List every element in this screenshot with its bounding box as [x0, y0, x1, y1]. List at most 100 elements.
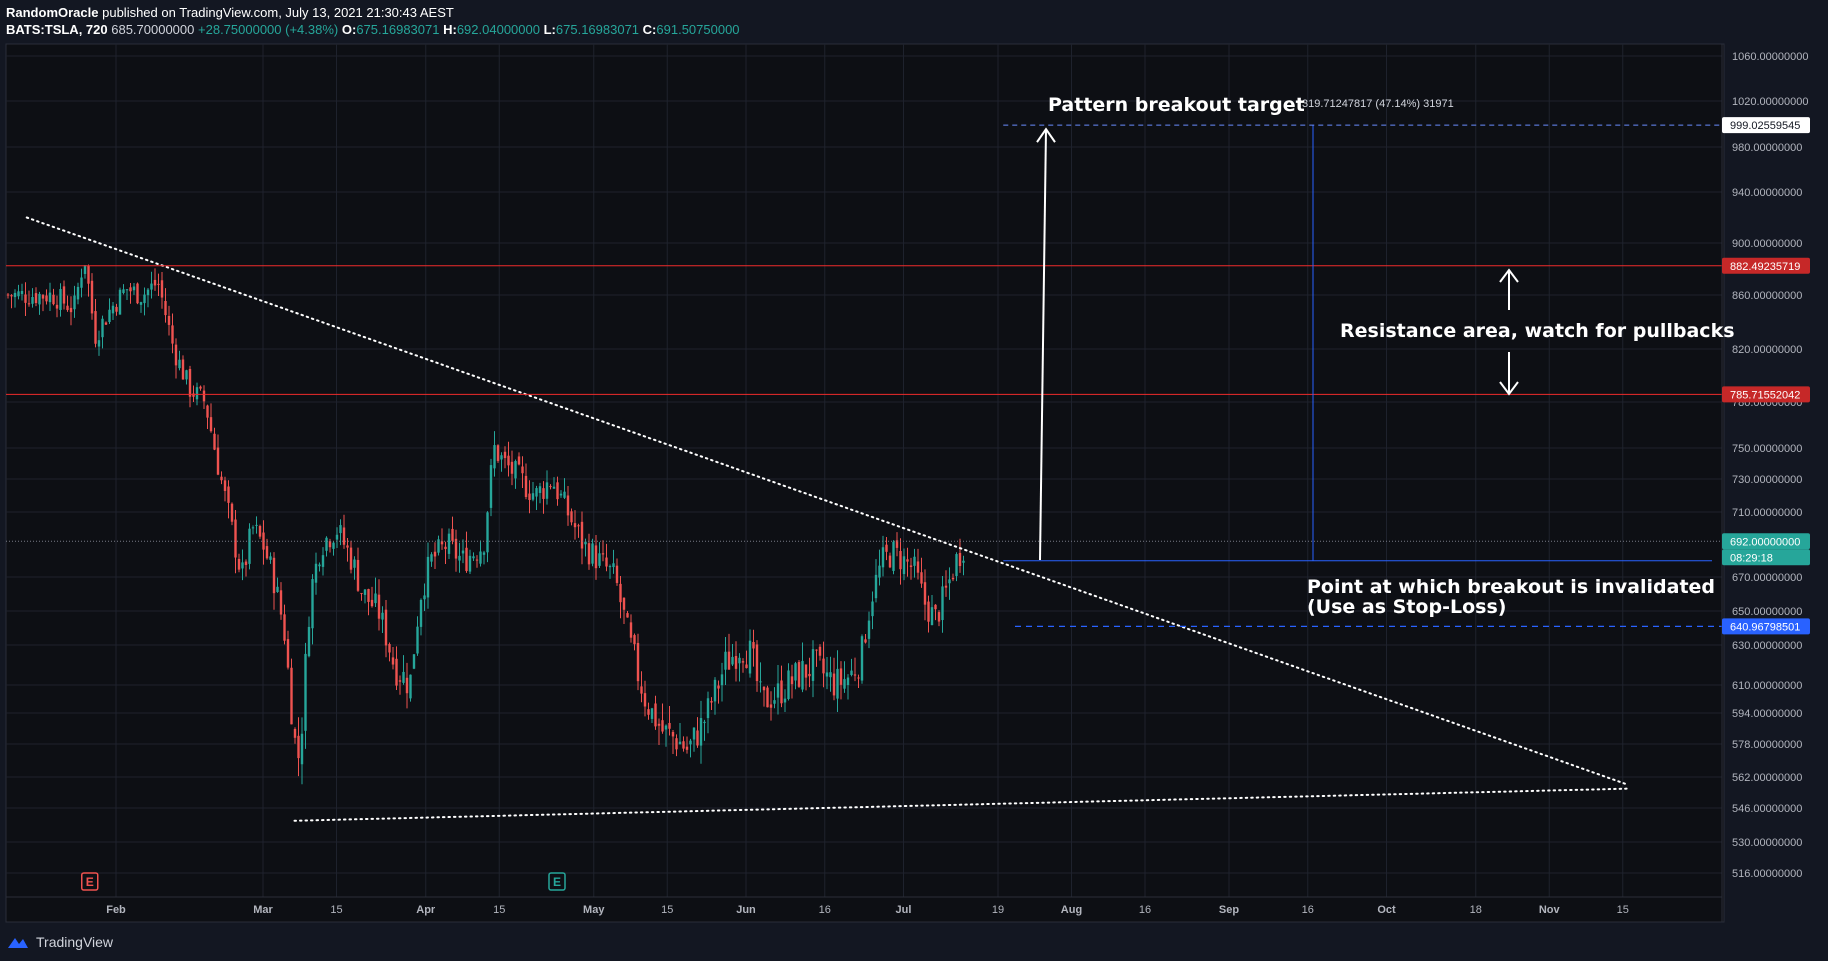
- candle-body: [255, 524, 258, 526]
- price-tick-label: 980.00000000: [1732, 142, 1802, 154]
- candle-body: [475, 559, 479, 561]
- time-tick-label: 16: [1302, 904, 1314, 916]
- candle-body: [202, 390, 206, 402]
- candle-body: [545, 482, 549, 499]
- candle-body: [797, 662, 801, 687]
- candle-body: [881, 547, 885, 568]
- earnings-marker-letter: E: [86, 875, 94, 889]
- symbol-interval[interactable]: BATS:TSLA, 720: [6, 22, 108, 37]
- candle-body: [566, 495, 570, 516]
- candle-body: [867, 620, 871, 639]
- candle-body: [472, 556, 475, 559]
- price-tick-label: 1060.00000000: [1732, 51, 1808, 63]
- time-tick-label: Oct: [1377, 904, 1396, 916]
- candle-body: [160, 280, 164, 298]
- measure-text: 319.71247817 (47.14%) 31971: [1302, 98, 1454, 110]
- time-axis[interactable]: Feb Mar 15 Apr 15 May 15 Jun 16 Jul 19 Aug 16 Sep 16 Oc…: [6, 896, 1722, 916]
- time-tick-label: Mar: [253, 904, 273, 916]
- candle-body: [521, 466, 524, 474]
- candle-body: [27, 303, 31, 305]
- candle-body: [199, 386, 202, 389]
- candle-body: [720, 674, 724, 686]
- price-axis[interactable]: 1060.00000000 1020.00000000 980.00000000 94…: [1721, 44, 1808, 922]
- candle-body: [167, 315, 171, 325]
- target-arrow-shaft[interactable]: [1039, 129, 1047, 561]
- candle-body: [647, 709, 650, 715]
- candle-body: [671, 731, 675, 737]
- author-name[interactable]: RandomOracle: [6, 5, 99, 20]
- candle-body: [699, 718, 703, 746]
- candle-body: [570, 511, 573, 523]
- candle-body: [251, 527, 255, 529]
- candle-body: [80, 277, 83, 288]
- candle-body: [209, 417, 213, 432]
- price-tick-label: 630.00000000: [1732, 640, 1802, 652]
- candle-body: [675, 738, 678, 750]
- candle-body: [773, 700, 776, 704]
- earnings-marker-icon[interactable]: E: [81, 872, 99, 891]
- price-chart[interactable]: 1060.00000000 1020.00000000 980.00000000 94…: [0, 0, 1828, 925]
- candle-body: [955, 554, 958, 577]
- candle-body: [818, 646, 822, 656]
- candle-body: [279, 590, 283, 615]
- candle-body: [916, 561, 920, 573]
- candle-body: [13, 292, 17, 298]
- candle-body: [643, 693, 647, 707]
- candle-body: [822, 658, 825, 674]
- price-label-target: 999.02559545: [1730, 120, 1800, 132]
- candle-body: [241, 562, 244, 569]
- candle-body: [430, 554, 433, 562]
- ascending-trendline[interactable]: [293, 787, 1629, 822]
- candle-body: [685, 746, 689, 750]
- candle-body: [157, 283, 160, 285]
- price-tick-label: 530.00000000: [1732, 837, 1802, 849]
- candle-body: [444, 546, 447, 550]
- earnings-marker-icon[interactable]: E: [548, 872, 566, 891]
- price-label-bg: [1722, 117, 1810, 134]
- candle-body: [906, 559, 909, 562]
- candle-body: [286, 639, 290, 668]
- chart-pane[interactable]: [5, 43, 1725, 923]
- candle-body: [962, 560, 965, 563]
- candle-body: [346, 545, 349, 548]
- candle-body: [811, 649, 815, 681]
- price-tick-label: 710.00000000: [1732, 507, 1802, 519]
- close-label: C:: [642, 22, 657, 37]
- candle-body: [944, 585, 948, 588]
- candle-body: [76, 286, 80, 300]
- candle-body: [66, 305, 69, 311]
- candle-body: [885, 544, 888, 552]
- candle-body: [216, 447, 220, 475]
- candle-body: [293, 728, 297, 738]
- last-price: 685.70000000: [111, 22, 195, 37]
- price-tick-label: 650.00000000: [1732, 606, 1802, 618]
- candle-body: [69, 307, 73, 313]
- candle-body: [612, 563, 615, 568]
- time-tick-label: Aug: [1061, 904, 1082, 916]
- candle-body: [951, 577, 955, 580]
- candle-body: [741, 661, 745, 663]
- candle-body: [139, 302, 143, 305]
- candle-body: [258, 526, 262, 537]
- descending-trendline[interactable]: [25, 216, 1629, 786]
- low-value: 675.16983071: [555, 22, 640, 37]
- candle-body: [549, 486, 552, 488]
- candle-body: [752, 642, 755, 649]
- tradingview-logo-icon[interactable]: [6, 934, 30, 950]
- candle-body: [899, 550, 902, 570]
- candle-body: [563, 491, 566, 498]
- candle-body: [839, 668, 843, 685]
- candle-body: [332, 542, 335, 549]
- footer-brand[interactable]: TradingView: [36, 934, 114, 950]
- candle-body: [440, 541, 444, 545]
- time-tick-label: 15: [493, 904, 505, 916]
- published-text: published on TradingView.com, July 13, 2…: [102, 5, 454, 20]
- candle-body: [31, 296, 34, 304]
- candle-body: [832, 673, 836, 696]
- candle-body: [87, 265, 90, 284]
- candle-body: [402, 671, 405, 683]
- candle-body: [395, 658, 398, 686]
- candle-body: [843, 679, 846, 689]
- candle-body: [661, 720, 664, 732]
- candle-body: [335, 534, 339, 540]
